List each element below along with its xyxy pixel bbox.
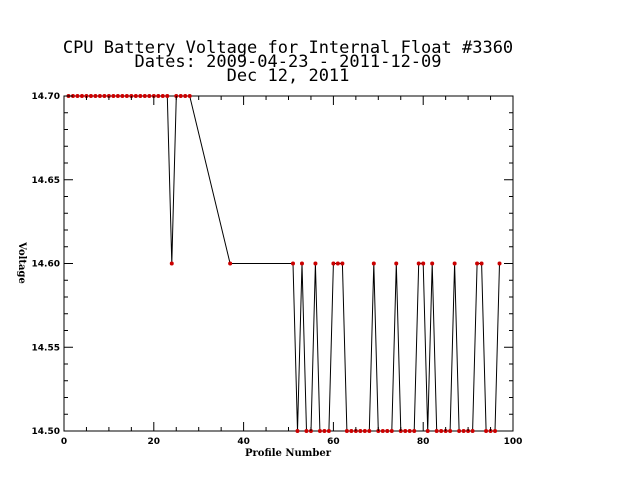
data-point (88, 94, 93, 98)
data-point (317, 429, 322, 433)
data-point (394, 261, 399, 266)
series-line (68, 95, 500, 432)
data-point (457, 429, 462, 433)
data-point (448, 429, 453, 433)
data-point (147, 94, 152, 98)
data-point (178, 94, 183, 98)
data-point (412, 429, 417, 433)
y-tick-label: 14.50 (32, 427, 60, 437)
data-point (124, 94, 129, 98)
data-point (322, 429, 327, 433)
data-point (421, 261, 426, 266)
data-point (138, 94, 143, 98)
x-tick-label: 0 (61, 437, 67, 447)
data-point (142, 94, 147, 98)
y-axis-label: Voltage (16, 241, 27, 284)
y-tick-label: 14.55 (32, 343, 60, 353)
data-point (349, 429, 354, 433)
x-axis-ticks: 0 20 40 60 80 100 (61, 96, 523, 447)
data-point (169, 261, 174, 266)
data-point (326, 429, 331, 433)
data-point (75, 94, 80, 98)
data-point (434, 429, 439, 433)
data-point (183, 94, 188, 98)
data-point (439, 429, 444, 433)
data-point (416, 261, 421, 266)
data-point (479, 261, 484, 266)
data-point (115, 94, 120, 98)
data-point (93, 94, 98, 98)
data-point (313, 261, 318, 266)
data-point (367, 429, 372, 433)
data-point (389, 429, 394, 433)
chart-subtitle-run-date: Dec 12, 2011 (227, 66, 350, 86)
data-point (425, 429, 430, 433)
data-point (344, 429, 349, 433)
data-point (79, 94, 84, 98)
data-point (484, 429, 489, 433)
data-point (228, 261, 233, 266)
data-point (470, 429, 475, 433)
chart-title-line: CPU Battery Voltage for Internal Float #… (63, 38, 513, 58)
data-point (407, 429, 412, 433)
data-point (380, 429, 385, 433)
x-tick-label: 60 (327, 437, 340, 447)
x-tick-label: 20 (148, 437, 161, 447)
data-point (156, 94, 161, 98)
data-point (362, 429, 367, 433)
data-point (290, 261, 295, 266)
y-tick-label: 14.65 (32, 176, 60, 186)
data-point (371, 261, 376, 266)
data-point (403, 429, 408, 433)
data-point (335, 261, 340, 266)
data-point (304, 429, 309, 433)
plot-area (63, 94, 514, 433)
data-point (111, 94, 116, 98)
data-point (358, 429, 363, 433)
data-point (340, 261, 345, 266)
data-point (452, 261, 457, 266)
chart-subtitle-dates: Dates: 2009-04-23 - 2011-12-09 (134, 52, 441, 72)
data-point (385, 429, 390, 433)
data-point (187, 94, 192, 98)
chart-title: CPU Battery Voltage for Internal Float #… (63, 38, 513, 86)
y-tick-label: 14.60 (32, 260, 60, 270)
data-point (165, 94, 170, 98)
y-axis-ticks: 14.50 14.55 14.60 14.65 14.70 (32, 92, 513, 437)
data-point (299, 261, 304, 266)
data-point (133, 94, 138, 98)
x-axis-label: Profile Number (245, 448, 332, 459)
data-point (160, 94, 165, 98)
x-tick-label: 80 (417, 437, 430, 447)
x-tick-label: 40 (237, 437, 250, 447)
data-point (331, 261, 336, 266)
data-point (497, 261, 502, 266)
data-point (120, 94, 125, 98)
y-tick-label: 14.70 (32, 92, 60, 102)
data-point (475, 261, 480, 266)
data-point (493, 429, 498, 433)
data-point (461, 429, 466, 433)
data-point (430, 261, 435, 266)
data-point (97, 94, 102, 98)
data-point (102, 94, 107, 98)
data-point (295, 429, 300, 433)
x-tick-label: 100 (504, 437, 523, 447)
